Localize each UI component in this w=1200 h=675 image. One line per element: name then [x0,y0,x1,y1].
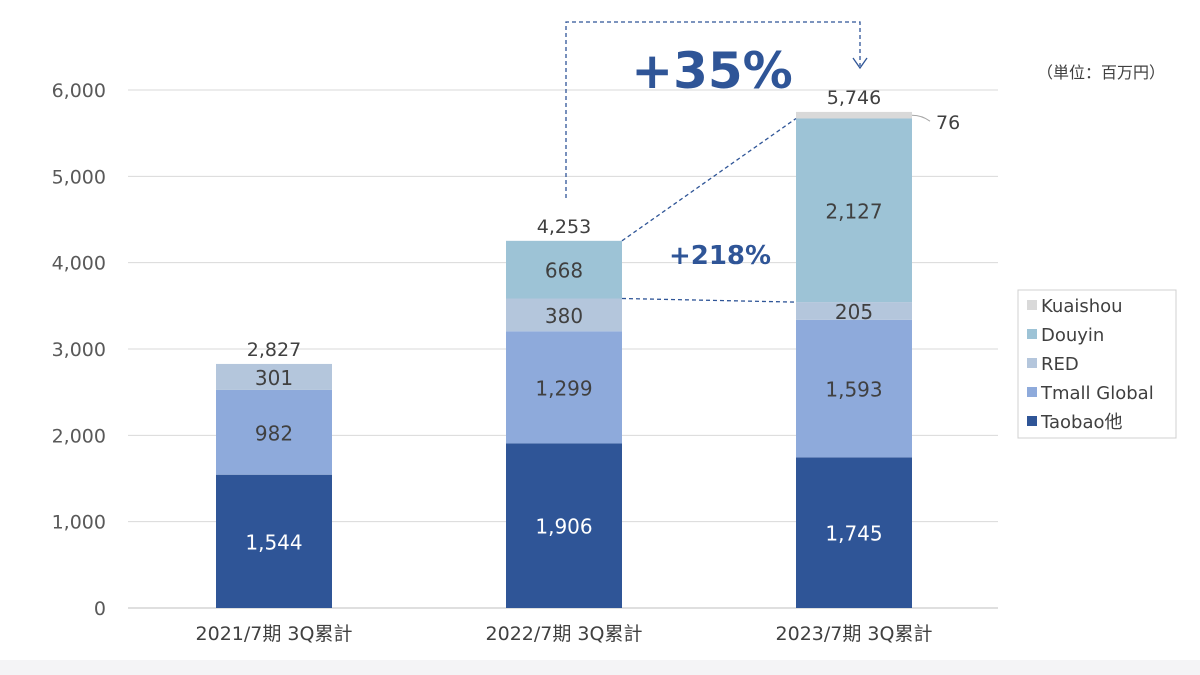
legend-swatch [1027,416,1037,426]
growth-total-label: +35% [631,42,793,100]
footer-band [0,660,1200,675]
legend: Kuaishou Douyin RED Tmall Global Taobao他 [1017,289,1177,439]
bar-total-label: 2,827 [247,339,301,361]
bar-total-label: 5,746 [827,87,881,109]
legend-label: Tmall Global [1040,383,1154,404]
bar-value-label: 1,593 [825,378,882,402]
bar-segment [506,331,622,444]
bar-value-label: 1,544 [245,530,302,554]
x-category-label: 2022/7期 3Q累計 [486,623,643,645]
x-category-label: 2021/7期 3Q累計 [196,623,353,645]
legend-label: Taobao他 [1040,412,1123,433]
legend-label: Kuaishou [1041,296,1123,317]
y-tick-label: 4,000 [52,253,106,275]
legend-label: Douyin [1041,325,1104,346]
bar-value-label: 1,745 [825,522,882,546]
douyin-compare-line-top [621,117,797,242]
bar-value-label: 1,299 [535,376,592,400]
kuaishou-value-label: 76 [936,112,960,134]
x-axis: 2021/7期 3Q累計 2022/7期 3Q累計 2023/7期 3Q累計 [196,623,933,645]
y-tick-label: 3,000 [52,339,106,361]
bar-value-label: 2,127 [825,199,882,223]
legend-swatch [1027,329,1037,339]
douyin-compare-line-bottom [621,297,797,303]
bar-segment [796,118,912,303]
legend-swatch [1027,387,1037,397]
y-tick-label: 0 [94,598,106,620]
y-tick-label: 6,000 [52,80,106,102]
arrow-head-icon [852,57,868,70]
bar-segment [216,363,332,390]
bar-segment [506,443,622,608]
unit-label: （単位：百万円） [1037,63,1165,82]
bar-segment [506,240,622,299]
y-axis: 0 1,000 2,000 3,000 4,000 5,000 6,000 [52,80,106,620]
legend-box [1017,289,1177,439]
growth-bracket [565,21,861,198]
bar-total-label: 4,253 [537,216,591,238]
y-tick-label: 1,000 [52,512,106,534]
bar-segment [796,111,912,119]
x-category-label: 2023/7期 3Q累計 [776,623,933,645]
bar-segment [796,457,912,608]
bar-value-label: 982 [255,421,293,445]
legend-label: RED [1041,354,1079,375]
growth-douyin-label: +218% [669,241,771,271]
bar-segment [796,302,912,320]
bar-value-label: 668 [545,259,583,283]
bar-value-label: 1,906 [535,515,592,539]
legend-swatch [1027,300,1037,310]
bar-segment [216,474,332,608]
bars: 1,544 982 301 2,827 1,906 1,299 380 668 4,253 1,7… [216,87,912,608]
annotations: +35% +218% 76 [565,21,960,303]
legend-swatch [1027,358,1037,368]
y-tick-label: 5,000 [52,166,106,188]
kuaishou-leader-line [911,114,931,122]
bar-value-label: 380 [545,304,583,328]
y-tick-label: 2,000 [52,425,106,447]
bar-value-label: 205 [835,300,873,324]
bar-value-label: 301 [255,366,293,390]
bar-segment [216,389,332,475]
bar-segment [506,298,622,332]
bar-segment [796,319,912,458]
